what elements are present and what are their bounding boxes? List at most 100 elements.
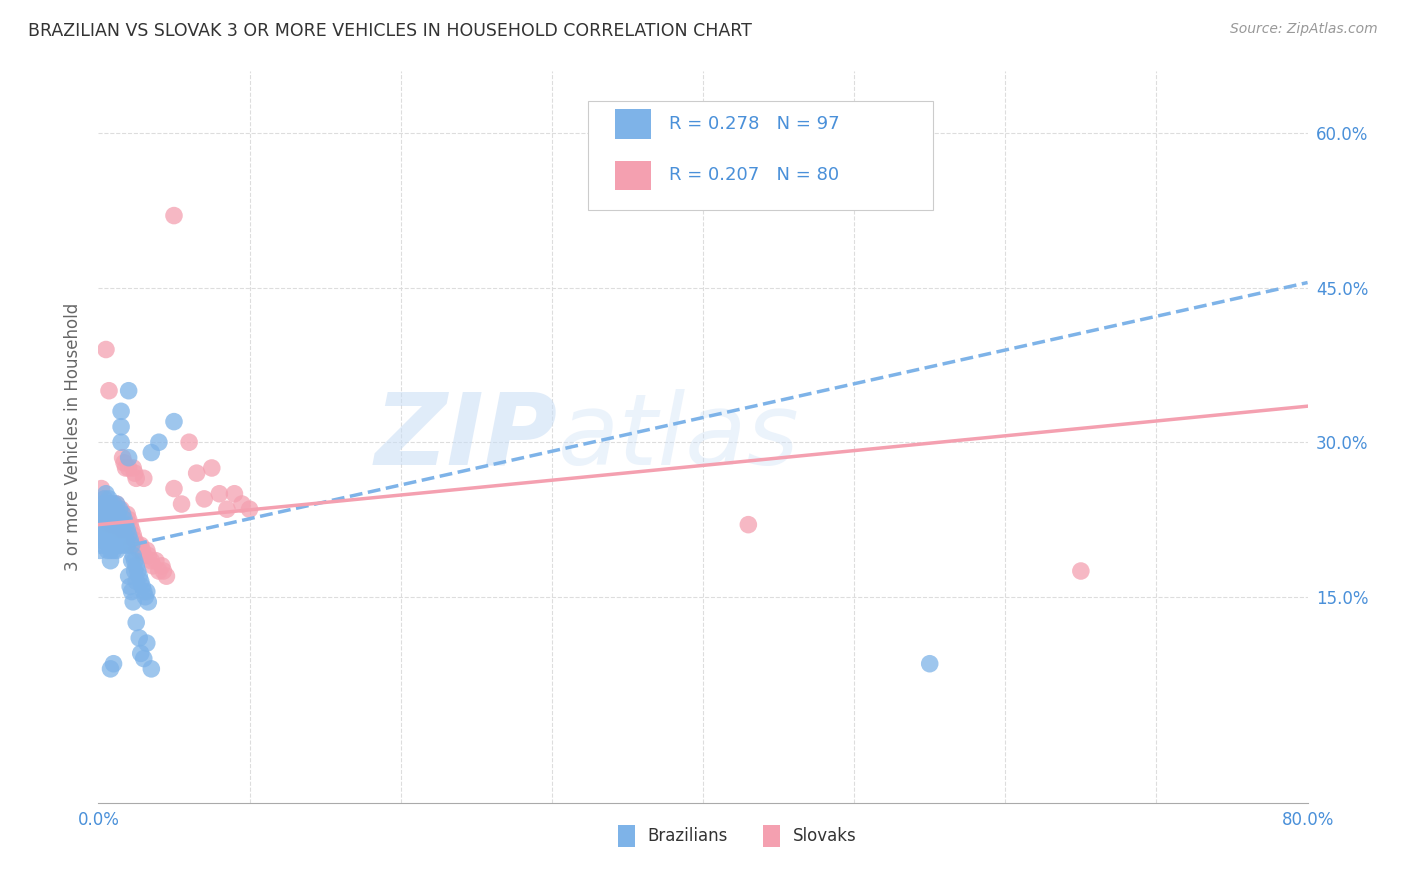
Point [103, 657, 125, 671]
Point [108, 523, 131, 537]
Point [148, 564, 170, 578]
Point [132, 549, 155, 563]
Point [105, 512, 128, 526]
Point [124, 533, 146, 547]
Point [94, 512, 117, 526]
Point [103, 512, 125, 526]
Point [100, 662, 122, 676]
Point [118, 528, 141, 542]
Point [131, 543, 153, 558]
Point [100, 528, 122, 542]
Point [170, 497, 193, 511]
Point [121, 523, 143, 537]
Point [186, 466, 208, 480]
Point [918, 657, 941, 671]
Point [103, 497, 125, 511]
Text: BRAZILIAN VS SLOVAK 3 OR MORE VEHICLES IN HOUSEHOLD CORRELATION CHART: BRAZILIAN VS SLOVAK 3 OR MORE VEHICLES I… [28, 22, 752, 40]
Point [120, 533, 142, 547]
Point [135, 636, 157, 650]
Point [129, 647, 152, 661]
Point [114, 517, 136, 532]
Point [98, 508, 121, 522]
Point [122, 528, 145, 542]
Point [96, 497, 118, 511]
Point [101, 533, 124, 547]
Point [103, 528, 125, 542]
Point [107, 523, 129, 537]
Point [98, 523, 121, 537]
Point [100, 497, 122, 511]
Point [104, 533, 127, 547]
Bar [619, 825, 636, 847]
Point [125, 471, 148, 485]
Point [132, 584, 155, 599]
Point [224, 487, 246, 501]
Point [104, 517, 127, 532]
Point [104, 517, 127, 532]
Point [120, 517, 142, 532]
Point [112, 512, 135, 526]
Point [118, 461, 141, 475]
Point [98, 384, 121, 398]
Point [121, 584, 143, 599]
Point [131, 579, 153, 593]
Point [100, 512, 122, 526]
Point [98, 538, 121, 552]
Point [121, 538, 143, 552]
Point [132, 471, 155, 485]
Point [93, 538, 115, 552]
Text: R = 0.278   N = 97: R = 0.278 N = 97 [669, 115, 839, 133]
Point [100, 543, 122, 558]
Point [118, 569, 141, 583]
Point [91, 512, 114, 526]
Point [145, 554, 167, 568]
Point [122, 461, 145, 475]
Point [104, 502, 127, 516]
Point [89, 508, 111, 522]
Point [91, 502, 114, 516]
Point [118, 384, 141, 398]
Point [105, 497, 128, 511]
Bar [614, 161, 651, 190]
Point [93, 502, 115, 516]
Point [90, 502, 112, 516]
Point [111, 538, 134, 552]
Point [125, 558, 148, 573]
Point [100, 512, 122, 526]
Point [128, 631, 150, 645]
Point [124, 564, 146, 578]
Point [124, 466, 146, 480]
Point [108, 517, 131, 532]
FancyBboxPatch shape [588, 101, 932, 211]
Point [101, 502, 124, 516]
Text: ZIP: ZIP [375, 389, 558, 485]
Point [215, 502, 238, 516]
Point [100, 554, 122, 568]
Point [110, 502, 132, 516]
Point [96, 512, 118, 526]
Point [111, 508, 134, 522]
Point [150, 558, 173, 573]
Point [94, 517, 117, 532]
Point [112, 456, 135, 470]
Point [163, 415, 186, 429]
Point [96, 528, 118, 542]
Point [91, 528, 114, 542]
Bar [614, 110, 651, 138]
Point [134, 590, 156, 604]
Point [1070, 564, 1092, 578]
Point [121, 554, 143, 568]
Point [110, 517, 132, 532]
Y-axis label: 3 or more Vehicles in Household: 3 or more Vehicles in Household [63, 303, 82, 571]
Point [105, 497, 128, 511]
Point [115, 523, 138, 537]
Point [110, 435, 132, 450]
Text: Source: ZipAtlas.com: Source: ZipAtlas.com [1230, 22, 1378, 37]
Point [89, 512, 111, 526]
Point [107, 538, 129, 552]
Point [89, 543, 111, 558]
Point [96, 543, 118, 558]
Point [128, 543, 150, 558]
Bar [763, 825, 780, 847]
Point [179, 435, 201, 450]
